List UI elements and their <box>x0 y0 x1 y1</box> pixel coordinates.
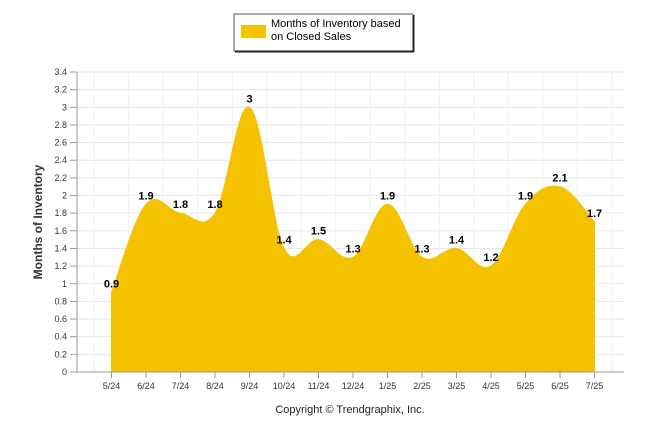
y-tick-label: 0.6 <box>54 314 67 324</box>
data-label: 1.8 <box>207 199 222 211</box>
data-label: 1.3 <box>414 243 429 255</box>
x-tick-label: 12/24 <box>342 381 365 391</box>
x-tick-label: 6/25 <box>551 381 569 391</box>
x-tick-label: 5/24 <box>103 381 121 391</box>
x-tick-label: 4/25 <box>482 381 500 391</box>
y-tick-label: 0.4 <box>54 332 67 342</box>
y-tick-label: 0 <box>62 367 67 377</box>
y-tick-label: 2.8 <box>54 120 67 130</box>
x-tick-label: 2/25 <box>413 381 431 391</box>
x-tick-label: 5/25 <box>517 381 535 391</box>
area-series <box>111 106 595 373</box>
y-tick-label: 3.4 <box>54 67 67 77</box>
data-labels: 0.9 1.9 1.8 1.8 3 1.4 1.5 1.3 1.9 1.3 1.4 1.2 1.9 2.1… <box>104 93 602 290</box>
x-tick-label: 10/24 <box>273 381 296 391</box>
axes <box>76 72 624 378</box>
y-tick-label: 2.4 <box>54 155 67 165</box>
data-label: 1.2 <box>483 252 498 264</box>
y-tick-label: 3.2 <box>54 85 67 95</box>
x-tick-label: 1/25 <box>379 381 397 391</box>
y-axis-title: Months of Inventory <box>31 164 45 279</box>
y-tick-label: 1.8 <box>54 208 67 218</box>
x-tick-label: 7/25 <box>586 381 604 391</box>
legend-label-line-2: on Closed Sales <box>271 31 352 43</box>
x-tick-label: 9/24 <box>241 381 259 391</box>
copyright-text: Copyright © Trendgraphix, Inc. <box>275 404 424 416</box>
legend: Months of Inventory based on Closed Sale… <box>233 13 415 53</box>
y-tick-label: 3 <box>62 102 67 112</box>
data-label: 3 <box>246 93 252 105</box>
data-label: 2.1 <box>552 173 567 185</box>
legend-label-line-1: Months of Inventory based <box>271 18 401 30</box>
y-tick-label: 0.8 <box>54 296 67 306</box>
x-tick-label: 7/24 <box>172 381 190 391</box>
y-tick-label: 1.6 <box>54 226 67 236</box>
data-label: 1.9 <box>518 190 533 202</box>
data-label: 1.9 <box>138 190 153 202</box>
data-label: 1.5 <box>311 226 326 238</box>
data-label: 1.3 <box>345 243 360 255</box>
data-label: 1.4 <box>449 234 465 246</box>
x-tick-label: 3/25 <box>448 381 466 391</box>
y-tick-label: 2.6 <box>54 138 67 148</box>
data-label: 1.8 <box>173 199 188 211</box>
x-tick-labels: 5/24 6/24 7/24 8/24 9/24 10/24 11/24 12/24 1/25 2… <box>103 381 604 391</box>
y-tick-label: 1.2 <box>54 261 67 271</box>
legend-swatch <box>241 25 266 38</box>
inventory-area <box>111 106 595 373</box>
y-tick-label: 0.2 <box>54 349 67 359</box>
data-label: 1.9 <box>380 190 395 202</box>
data-label: 1.7 <box>587 208 602 220</box>
y-tick-labels: 0 0.2 0.4 0.6 0.8 1 1.2 1.4 1.6 1.8 2 2.2 2.4 2.6 2.8 3… <box>54 67 67 377</box>
x-tick-label: 6/24 <box>137 381 155 391</box>
data-label: 1.4 <box>276 234 292 246</box>
x-tick-label: 11/24 <box>308 381 330 391</box>
y-tick-label: 2.2 <box>54 173 67 183</box>
data-label: 0.9 <box>104 279 119 291</box>
y-tick-label: 1.4 <box>54 243 67 253</box>
y-tick-label: 1 <box>62 279 67 289</box>
y-tick-label: 2 <box>62 191 67 201</box>
x-tick-label: 8/24 <box>206 381 224 391</box>
